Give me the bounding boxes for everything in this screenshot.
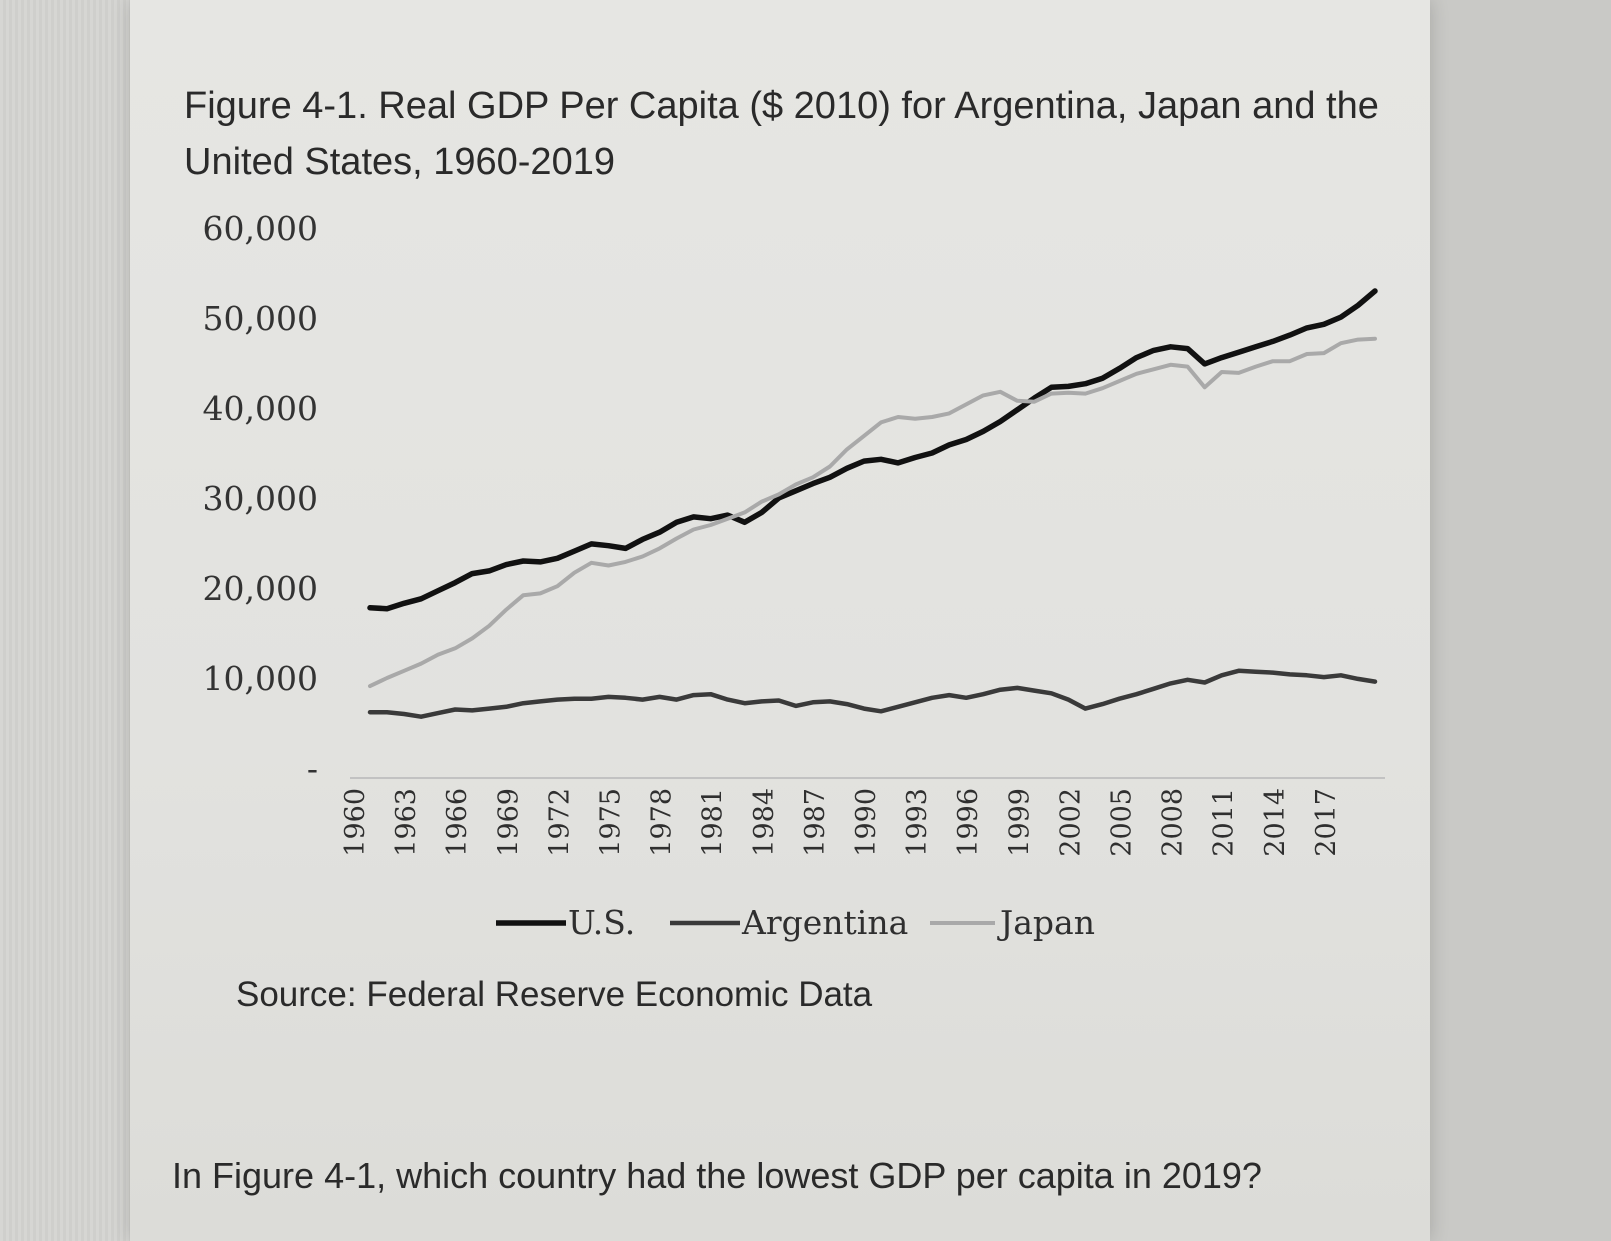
x-tick-label: 1966: [442, 788, 473, 857]
y-tick-label: 40,000: [203, 389, 318, 428]
source-note: Source: Federal Reserve Economic Data: [236, 975, 873, 1014]
x-tick-label: 1969: [493, 788, 524, 857]
legend-label: U.S.: [568, 903, 635, 942]
y-tick-label: 50,000: [203, 299, 318, 338]
legend-label: Argentina: [741, 903, 908, 942]
x-tick-label: 2002: [1055, 788, 1086, 857]
x-tick-label: 1999: [1004, 788, 1035, 857]
x-tick-label: 2008: [1158, 788, 1189, 857]
x-tick-label: 1978: [647, 788, 678, 857]
question-text: In Figure 4-1, which country had the low…: [172, 1155, 1262, 1196]
x-tick-label: 1984: [749, 788, 780, 857]
page-sheet: [130, 0, 1430, 1241]
x-tick-label: 2017: [1311, 788, 1342, 857]
background-edge: [0, 0, 130, 1241]
x-tick-label: 1996: [953, 788, 984, 857]
x-tick-label: 1960: [340, 788, 371, 857]
series-lines: [367, 288, 1378, 719]
y-tick-label: 60,000: [203, 209, 318, 248]
series-line-japan: [368, 336, 1377, 689]
series-line-argentina: [367, 668, 1378, 719]
legend: U.S. Argentina Japan: [496, 903, 1095, 942]
x-tick-label: 1987: [800, 788, 831, 857]
x-tick-label: 1981: [698, 788, 729, 857]
y-axis-ticks: - 10,000 20,000 30,000 40,000 50,000 60,000: [203, 209, 318, 788]
x-tick-label: 2005: [1107, 788, 1138, 857]
x-tick-label: 1972: [544, 788, 575, 857]
x-tick-label: 1990: [851, 788, 882, 857]
y-tick-label: 30,000: [203, 479, 318, 518]
x-tick-label: 1963: [391, 788, 422, 857]
x-tick-label: 1993: [902, 788, 933, 857]
legend-label: Japan: [997, 903, 1095, 942]
x-tick-label: 1975: [596, 788, 627, 857]
figure-title: Figure 4-1. Real GDP Per Capita ($ 2010)…: [184, 85, 1379, 183]
y-tick-label: -: [307, 749, 318, 788]
y-tick-label: 10,000: [203, 659, 318, 698]
y-tick-label: 20,000: [203, 569, 318, 608]
x-axis-ticks: 1960 1963 1966 1969 1972 1975 1978 1981 1984 1987…: [340, 788, 1342, 857]
x-tick-label: 2011: [1209, 788, 1240, 857]
x-tick-label: 2014: [1260, 788, 1291, 857]
series-line-us: [367, 288, 1378, 612]
